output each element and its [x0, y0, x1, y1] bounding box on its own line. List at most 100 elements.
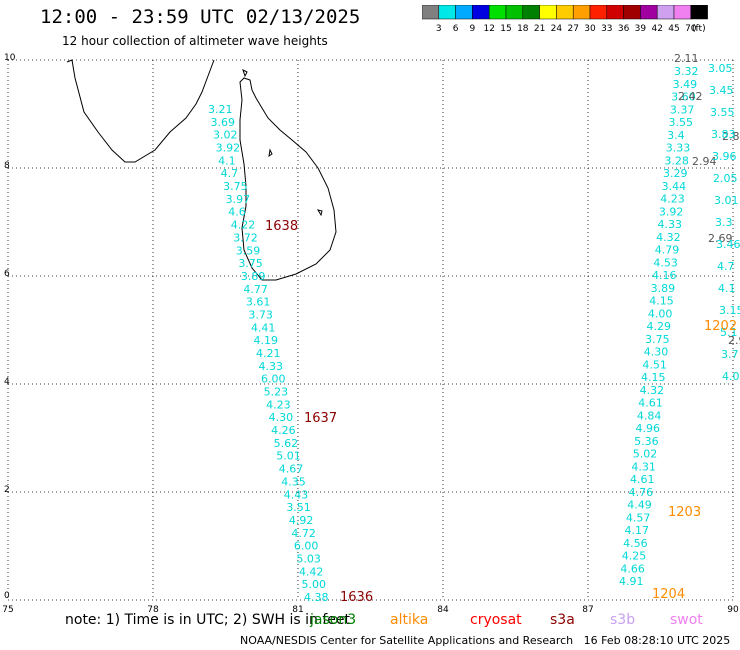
wave-height-value: 4.66: [620, 562, 645, 575]
satellite-legend-cryosat: cryosat: [470, 612, 522, 628]
wave-height-value: 5.62: [274, 437, 299, 450]
wave-height-value: 3.92: [216, 142, 241, 155]
wave-height-value: 4.49: [627, 499, 652, 512]
scale-tick-label: 27: [567, 24, 578, 33]
wave-height-value: 3.15: [719, 304, 740, 317]
wave-height-value: 5.23: [264, 386, 289, 399]
wave-height-value: 3.59: [236, 244, 261, 257]
wave-height-value: 4.84: [637, 409, 662, 422]
lon-tick-label: 84: [437, 605, 449, 615]
wave-height-value: 3.46: [716, 238, 740, 251]
grid-lines: [7, 59, 734, 601]
lon-tick-label: 75: [2, 605, 13, 615]
wave-height-value: 3.51: [286, 501, 311, 514]
island-dot-3: [316, 209, 323, 217]
scale-tick-label: 6: [453, 24, 459, 33]
satellite-legend-s3a: s3a: [550, 612, 575, 628]
lon-tick-label: 81: [292, 605, 303, 615]
wave-height-value: 3.96: [712, 150, 737, 163]
wave-height-value: 5.1: [720, 326, 738, 339]
wave-height-value: 3.89: [241, 270, 266, 283]
wave-height-value: 4.96: [636, 422, 661, 435]
wave-height-value: 2.05: [713, 172, 738, 185]
wave-height-value: 4.7: [221, 167, 239, 180]
island-dot-1: [242, 69, 248, 78]
footer-center: NOAA/NESDIS Center for Satellite Applica…: [240, 634, 574, 647]
wave-height-value: 4.92: [289, 514, 314, 527]
wave-height-value-grey: 2.42: [678, 90, 703, 103]
wave-height-value: 5.01: [276, 450, 301, 463]
wave-height-value: 4.6: [228, 206, 246, 219]
scale-tick-label: 18: [517, 24, 529, 33]
wave-height-value: 4.1: [218, 154, 236, 167]
wave-height-value: 4.29: [647, 320, 672, 333]
wave-height-value: 4.76: [629, 486, 654, 499]
wave-height-value: 4.67: [279, 463, 304, 476]
wave-height-value: 4.57: [626, 511, 651, 524]
wave-height-value-grey: 2.69: [708, 232, 733, 245]
wave-height-value: 4.33: [259, 360, 284, 373]
wave-height-value: 3.69: [211, 116, 236, 129]
wave-height-value: 4.30: [644, 346, 669, 359]
wave-height-value: 4.25: [622, 550, 647, 563]
scale-tick-label: 15: [500, 24, 511, 33]
wave-height-value: 4.79: [655, 244, 680, 257]
map-subtitle: 12 hour collection of altimeter wave hei…: [62, 34, 328, 48]
wave-height-value: 4.32: [640, 384, 665, 397]
wave-height-value: 3.92: [659, 205, 684, 218]
lat-tick-label: 0: [4, 591, 10, 601]
wave-height-value: 4.19: [253, 334, 278, 347]
wave-height-value: 3.75: [645, 333, 670, 346]
wave-height-value: 3.32: [674, 65, 699, 78]
wave-height-value: 4.7: [717, 260, 735, 273]
wave-height-value: 3.55: [710, 106, 735, 119]
scale-tick-label: 45: [668, 24, 679, 33]
wave-height-value: 3.75: [223, 180, 248, 193]
wave-height-value: 4.30: [269, 411, 294, 424]
wave-height-value: 4.17: [625, 524, 650, 537]
scale-tick-label: 9: [470, 24, 476, 33]
scale-tick-label: 12: [483, 24, 494, 33]
wave-height-value: 5.36: [634, 435, 659, 448]
wave-height-value: 3.55: [669, 116, 694, 129]
wave-height-value: 3.44: [662, 180, 687, 193]
wave-height-value: 5.00: [301, 578, 326, 591]
wave-height-value: 3.83: [711, 128, 736, 141]
wave-height-value: 4.31: [631, 460, 656, 473]
wave-height-value-grey: 2.9: [728, 334, 740, 347]
scale-tick-label: 39: [635, 24, 647, 33]
sri-lanka-coastline: [239, 77, 337, 281]
coastline: [66, 59, 337, 281]
wave-height-value-grey: 2.94: [692, 155, 717, 168]
wave-height-value: 3.37: [670, 103, 695, 116]
wave-height-value: 4.61: [638, 397, 663, 410]
lat-tick-label: 10: [4, 53, 16, 63]
satellite-legend-swot: swot: [670, 612, 703, 628]
wave-height-value: 3.02: [213, 129, 238, 142]
map-title: 12:00 - 23:59 UTC 02/13/2025: [40, 6, 361, 28]
wave-height-value: 4.51: [642, 358, 667, 371]
pass-time-label: 1203: [668, 505, 701, 520]
pass-time-label: 1638: [265, 219, 298, 234]
wave-height-value: 3.89: [651, 282, 676, 295]
pass-time-label: 1636: [340, 590, 373, 605]
wave-height-value: 4.41: [251, 321, 276, 334]
satellite-legend-altika: altika: [390, 612, 429, 628]
wave-height-value: 4.72: [291, 527, 316, 540]
wave-height-value: 4.32: [656, 231, 681, 244]
wave-height-value: 3.61: [246, 296, 270, 309]
scale-tick-label: 70: [685, 24, 697, 33]
lon-tick-label: 78: [147, 605, 159, 615]
wave-height-value: 4.22: [231, 219, 256, 232]
wave-height-value: 4.35: [281, 475, 306, 488]
color-scale-legend: 3 6 9 12 15 18 21 24 27 30 33 36 39 42 45 70(ft): [422, 5, 708, 33]
lon-tick-label: 87: [582, 605, 593, 615]
wave-height-value: 4.43: [284, 488, 309, 501]
lat-tick-label: 2: [4, 485, 10, 495]
pass-time-label: 1204: [652, 587, 685, 602]
wave-height-value-grey: 2.11: [674, 52, 699, 65]
wave-height-value: 3.97: [226, 193, 251, 206]
wave-height-value: 3.21: [208, 103, 233, 116]
wave-height-value: 5.02: [633, 448, 658, 461]
